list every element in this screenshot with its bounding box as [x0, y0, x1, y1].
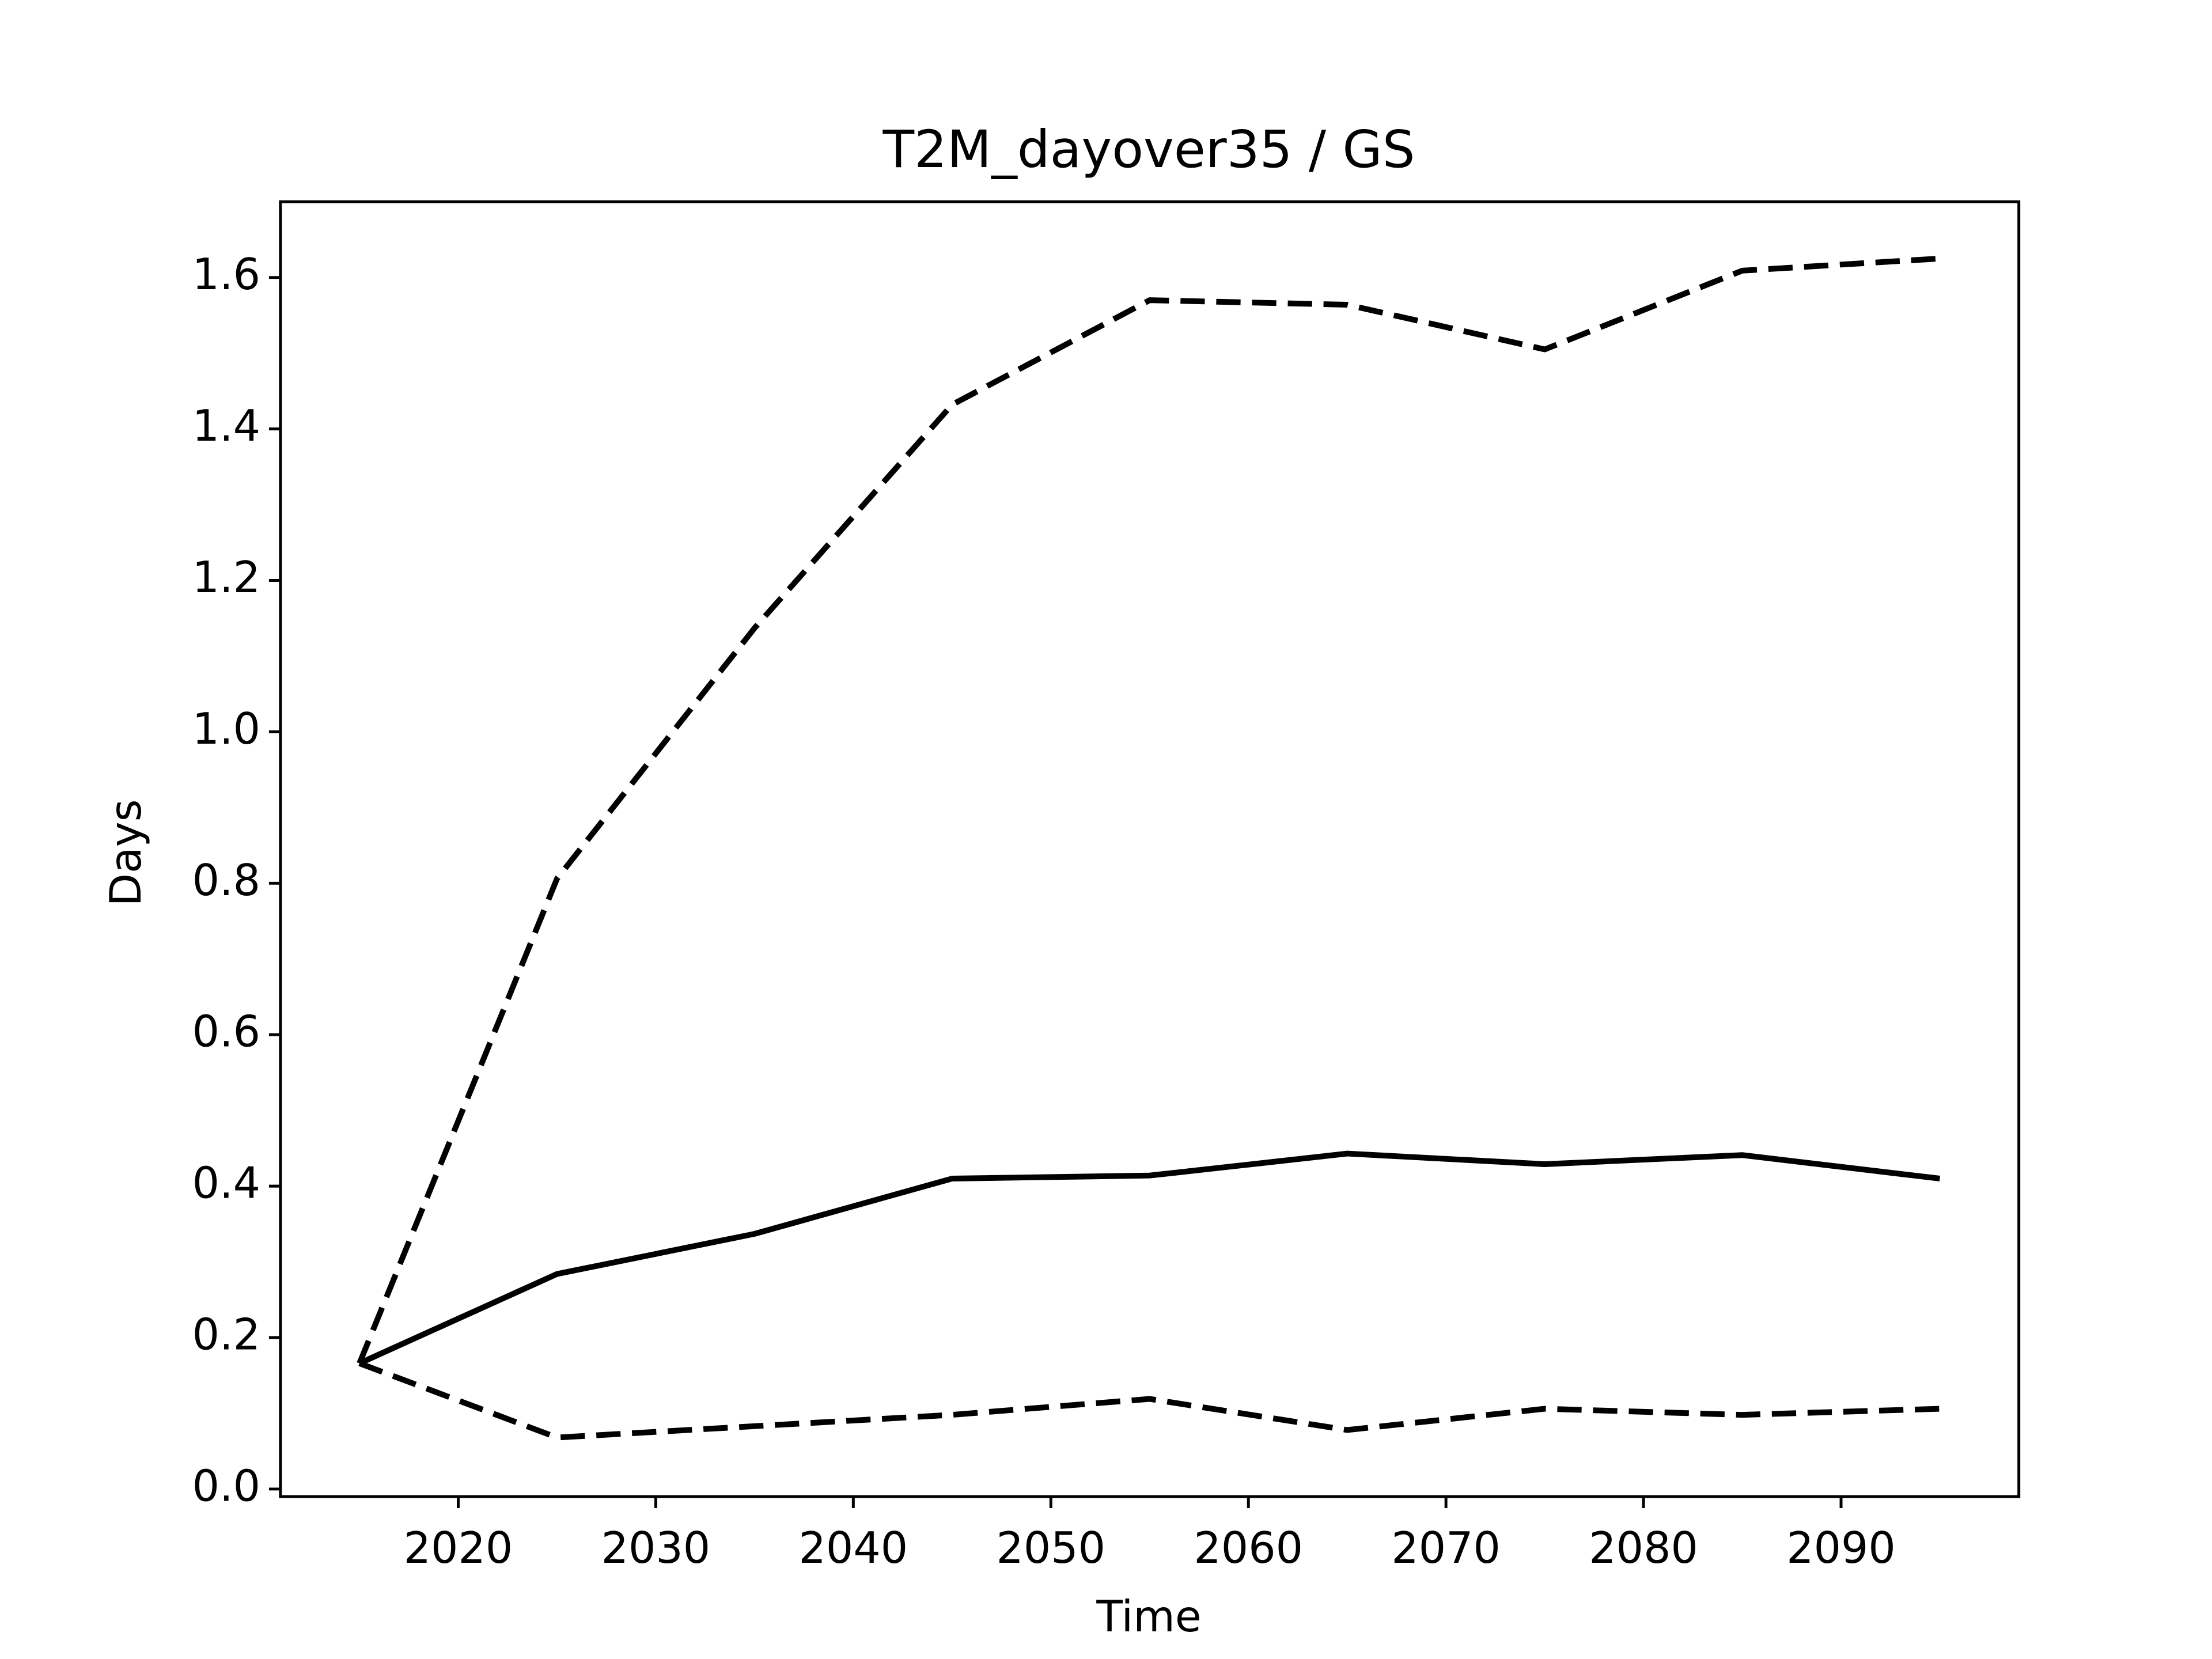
- y-tick-label: 0.2: [192, 1310, 260, 1360]
- x-tick-label: 2020: [404, 1523, 513, 1573]
- y-tick-label: 1.0: [192, 704, 260, 754]
- line-series: [358, 1150, 1941, 1366]
- x-axis-label: Time: [1096, 1592, 1201, 1642]
- y-tick-label: 1.2: [192, 552, 260, 603]
- y-tick-label: 0.6: [192, 1007, 260, 1057]
- line-series: [357, 255, 1940, 1365]
- x-tick-label: 2080: [1589, 1523, 1698, 1573]
- chart-title: T2M_dayover35 / GS: [882, 120, 1415, 180]
- x-tick-label: 2090: [1786, 1523, 1896, 1573]
- y-axis-label: Days: [101, 799, 151, 906]
- x-tick-label: 2060: [1194, 1523, 1303, 1573]
- x-tick-label: 2050: [996, 1523, 1105, 1573]
- y-tick-label: 1.4: [192, 401, 260, 451]
- y-tick-label: 1.6: [192, 249, 260, 300]
- x-tick-label: 2040: [799, 1523, 908, 1573]
- x-tick-label: 2030: [601, 1523, 711, 1573]
- line-series: [358, 1361, 1940, 1441]
- plot-frame: [279, 200, 2021, 1498]
- x-tick-label: 2070: [1391, 1523, 1501, 1573]
- y-tick-label: 0.4: [192, 1158, 260, 1209]
- y-tick-label: 0.8: [192, 855, 260, 906]
- y-tick-label: 0.0: [192, 1461, 260, 1511]
